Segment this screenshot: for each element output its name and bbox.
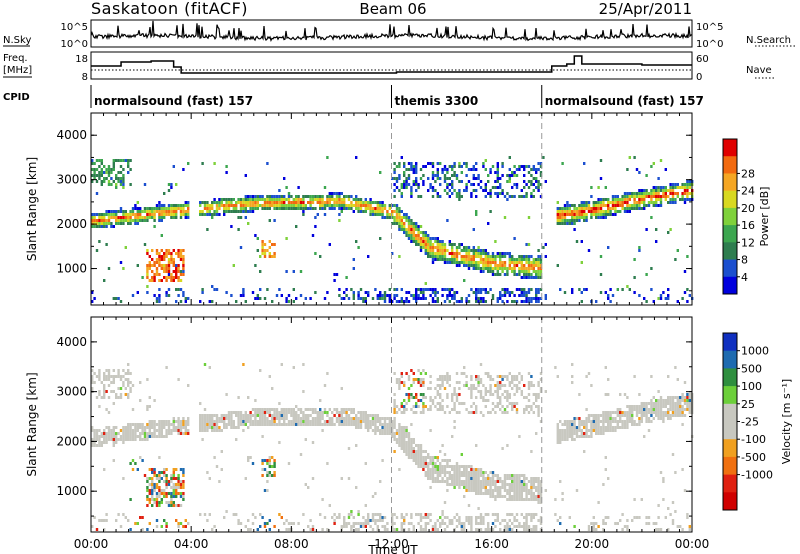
velocity-colorbar-tick-2: 100: [741, 380, 762, 393]
power-colorbar-segment-0: [723, 139, 737, 157]
velocity-colorbar-tick-0: 1000: [741, 345, 769, 358]
velocity-colorbar-segment-2: [723, 368, 737, 387]
cpid-label: CPID: [3, 92, 30, 103]
freq-trace: [91, 55, 692, 74]
xtick-label-2: 08:00: [274, 537, 309, 551]
power-colorbar-label: Power [dB]: [758, 187, 771, 247]
freq-tick-left-bottom: 8: [82, 72, 88, 83]
velocity-colorbar-segment-7: [723, 456, 737, 476]
power-colorbar-segment-7: [723, 259, 737, 278]
velocity-data-cells: [91, 363, 694, 531]
power-ylabel: Slant Range [km]: [25, 157, 39, 261]
xtick-label-3: 12:00: [374, 537, 409, 551]
nsearch-label: N.Search: [746, 35, 791, 46]
power-colorbar-tick-5: 24: [741, 185, 755, 198]
nsky-label: N.Sky: [3, 35, 31, 46]
station-title: Saskatoon (fitACF): [91, 0, 248, 18]
velocity-colorbar-label: Velocity [m s⁻¹]: [780, 379, 793, 464]
power-colorbar-segment-6: [723, 242, 737, 261]
velocity-colorbar-tick-5: -100: [741, 433, 766, 446]
power-colorbar-segment-5: [723, 225, 737, 243]
power-data-cells: [91, 156, 694, 303]
velocity-ytick-label-0: 1000: [56, 484, 87, 498]
power-colorbar-segment-4: [723, 207, 737, 226]
power-colorbar-segment-1: [723, 156, 737, 174]
velocity-colorbar-tick-4: -25: [741, 416, 759, 429]
velocity-colorbar-tick-6: -500: [741, 451, 766, 464]
xtick-label-5: 20:00: [575, 537, 610, 551]
power-ytick-label-3: 4000: [56, 128, 87, 142]
xaxis-label: Time UT: [367, 543, 418, 554]
cpid-program-0: normalsound (fast) 157: [94, 94, 253, 108]
freq-units-label: [MHz]: [3, 65, 32, 76]
xtick-label-1: 04:00: [174, 537, 209, 551]
nsky-tick-right-top: 10^5: [696, 22, 723, 33]
power-panel: 1000 2000 3000 4000 Slant Range [km]: [25, 112, 694, 306]
velocity-colorbar-segment-1: [723, 350, 737, 369]
nsky-panel-frame: [90, 19, 693, 48]
nsky-trace: [90, 20, 693, 43]
date-title: 25/Apr/2011: [599, 0, 692, 18]
power-colorbar-tick-3: 16: [741, 219, 755, 232]
cpid-program-1: themis 3300: [395, 94, 479, 108]
freq-panel-frame: [90, 51, 693, 80]
velocity-colorbar-segment-8: [723, 474, 737, 493]
velocity-ytick-label-1: 2000: [56, 434, 87, 448]
power-colorbar-tick-1: 8: [741, 254, 748, 267]
velocity-colorbar-tick-1: 500: [741, 362, 762, 375]
power-colorbar-tick-6: 28: [741, 167, 755, 180]
power-colorbar-segment-2: [723, 173, 737, 192]
velocity-colorbar-segment-0: [723, 333, 737, 352]
velocity-ytick-label-2: 3000: [56, 385, 87, 399]
cpid-program-2: normalsound (fast) 157: [545, 94, 704, 108]
nave-tick-right-bottom: 0: [696, 72, 702, 83]
velocity-colorbar-segment-6: [723, 439, 737, 458]
beam-title: Beam 06: [359, 0, 426, 18]
velocity-colorbar-segment-4: [723, 403, 737, 422]
power-colorbar-segment-8: [723, 276, 737, 295]
power-colorbar-tick-2: 12: [741, 236, 755, 249]
nsky-tick-right-bottom: 10^0: [696, 39, 723, 50]
velocity-ylabel: Slant Range [km]: [25, 372, 39, 476]
power-colorbar-frame: [722, 138, 738, 295]
power-colorbar-segment-3: [723, 190, 737, 209]
power-ytick-label-2: 3000: [56, 173, 87, 187]
nave-tick-right-top: 60: [696, 54, 709, 65]
power-ytick-label-0: 1000: [56, 262, 87, 276]
xtick-label-4: 16:00: [474, 537, 509, 551]
xtick-label-6: 00:00: [675, 537, 710, 551]
xtick-label-0: 00:00: [74, 537, 109, 551]
velocity-colorbar-segment-3: [723, 386, 737, 405]
velocity-colorbar-tick-7: -1000: [741, 469, 773, 482]
freq-tick-left-top: 18: [75, 54, 88, 65]
velocity-colorbar: 1000 500 100 25 -25 -100 -500 -1000 Velocity [m …: [722, 332, 793, 511]
power-ytick-label-1: 2000: [56, 217, 87, 231]
nsky-tick-left-bottom: 10^0: [61, 39, 88, 50]
velocity-ytick-label-3: 4000: [56, 335, 87, 349]
nave-label: Nave: [746, 65, 772, 76]
velocity-panel: 1000 2000 3000 4000 Slant Range [km]: [25, 316, 694, 533]
velocity-colorbar-segment-5: [723, 421, 737, 440]
power-colorbar-tick-0: 4: [741, 271, 748, 284]
velocity-colorbar-tick-3: 25: [741, 398, 755, 411]
velocity-colorbar-segment-9: [723, 492, 737, 511]
nsky-tick-left-top: 10^5: [61, 22, 88, 33]
power-colorbar-tick-4: 20: [741, 202, 755, 215]
freq-label: Freq.: [3, 53, 28, 64]
